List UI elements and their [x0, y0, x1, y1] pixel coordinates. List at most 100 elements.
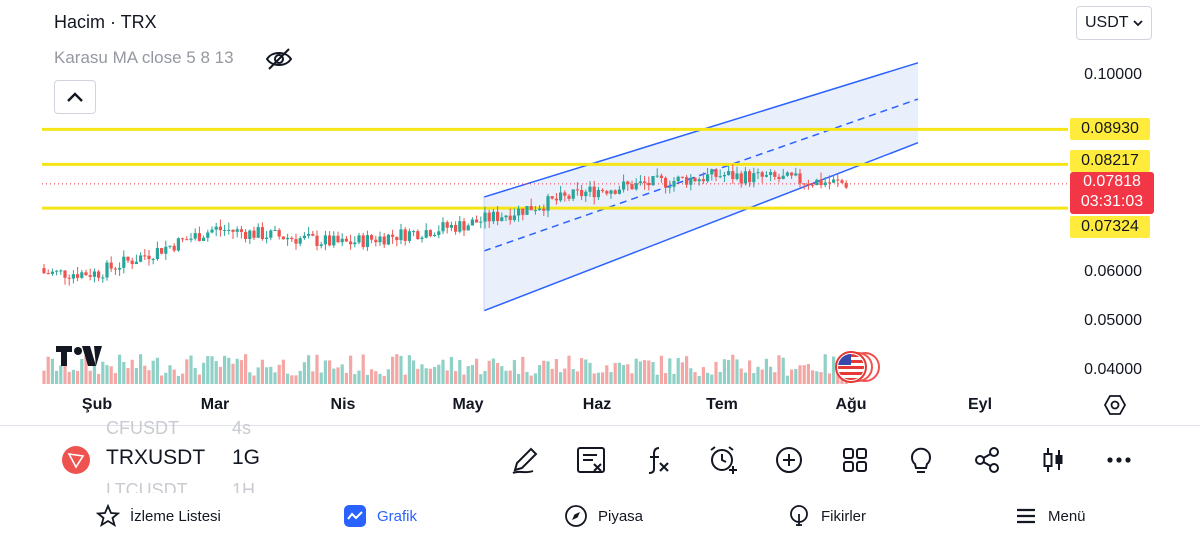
candle-body-20	[126, 256, 130, 261]
hexagon-settings-icon[interactable]	[1103, 393, 1127, 417]
volume-bar-66	[319, 372, 323, 384]
volume-bar-22	[134, 368, 138, 384]
volume-bar-179	[794, 369, 798, 384]
volume-bar-42	[218, 366, 222, 384]
volume-bar-70	[336, 367, 340, 384]
currency-select[interactable]: USDT	[1076, 6, 1152, 40]
timeframe-selector[interactable]: 1G	[232, 446, 261, 469]
alert-clock-icon[interactable]	[703, 440, 743, 480]
eye-off-icon[interactable]	[264, 46, 294, 72]
pen-icon[interactable]	[505, 440, 545, 480]
nav-chart-label: Grafik	[377, 507, 418, 525]
volume-bar-115	[525, 371, 529, 384]
volume-bar-186	[823, 354, 827, 384]
nav-ideas[interactable]: Fikirler	[787, 501, 866, 531]
volume-bar-117	[533, 373, 537, 384]
ideas-bulb-icon[interactable]	[901, 440, 941, 480]
volume-bar-112	[512, 360, 516, 384]
candle-body-186	[823, 182, 827, 186]
volume-bar-86	[403, 374, 407, 384]
volume-bar-40	[210, 356, 214, 384]
tron-logo-icon	[62, 446, 90, 474]
candle-body-102	[470, 219, 474, 226]
volume-bar-91	[424, 368, 428, 384]
nav-chart[interactable]: Grafik	[343, 501, 417, 531]
candle-body-143	[643, 181, 647, 183]
volume-bar-77	[365, 374, 369, 384]
volume-bar-30	[168, 365, 172, 384]
candle-body-185	[819, 179, 823, 186]
volume-bar-141	[634, 358, 638, 384]
prev-symbol: CFUSDT	[106, 418, 179, 438]
volume-bar-161	[718, 371, 722, 384]
candle-body-56	[277, 229, 281, 237]
indicators-fx-icon[interactable]	[637, 440, 677, 480]
volume-bar-150	[672, 373, 676, 384]
volume-bar-123	[559, 372, 563, 384]
volume-bar-133	[601, 372, 605, 384]
candle-body-2	[50, 271, 54, 274]
collapse-legend-button[interactable]	[54, 80, 96, 114]
candle-body-66	[319, 244, 323, 246]
volume-bar-152	[680, 362, 684, 384]
time-axis-label: Şub	[81, 396, 113, 413]
volume-bar-32	[176, 375, 180, 384]
candle-body-22	[134, 261, 138, 265]
volume-bar-100	[462, 374, 466, 384]
nav-menu[interactable]: Menü	[1014, 501, 1086, 531]
chart-area[interactable]: Hacim · TRX Karasu MA close 5 8 13 USDT …	[0, 0, 1200, 425]
candle-type-icon[interactable]	[1033, 440, 1073, 480]
volume-bar-7	[71, 369, 75, 384]
volume-bar-80	[378, 373, 382, 384]
candle-body-88	[412, 231, 416, 233]
nav-watchlist[interactable]: İzleme Listesi	[96, 501, 221, 531]
candle-body-58	[286, 237, 290, 240]
volume-bar-92	[428, 368, 432, 384]
indicator-label[interactable]: Karasu MA close 5 8 13	[54, 48, 234, 67]
candle-body-171	[760, 172, 764, 177]
volume-bar-111	[508, 370, 512, 384]
candle-body-60	[294, 239, 298, 244]
price-chart[interactable]	[0, 0, 1200, 425]
layouts-grid-icon[interactable]	[835, 440, 875, 480]
candle-body-141	[634, 183, 638, 190]
candle-body-122	[554, 198, 558, 201]
object-tree-icon[interactable]	[571, 440, 611, 480]
candle-body-14	[101, 277, 105, 279]
volume-bar-89	[416, 368, 420, 384]
candle-body-113	[517, 208, 521, 216]
candle-body-149	[668, 186, 672, 188]
candle-body-100	[462, 221, 466, 231]
symbol-name[interactable]: TRXUSDT	[106, 446, 206, 469]
candle-body-112	[512, 215, 516, 221]
candle-body-6	[67, 277, 71, 279]
lightbulb-icon	[790, 505, 808, 526]
add-icon[interactable]	[769, 440, 809, 480]
volume-bar-147	[659, 355, 663, 384]
channel-lower-line	[483, 141, 919, 312]
volume-bar-27	[155, 357, 159, 384]
candle-body-15	[105, 262, 109, 278]
candle-body-126	[571, 189, 575, 199]
volume-bar-96	[445, 370, 449, 384]
share-icon[interactable]	[967, 440, 1007, 480]
candle-body-161	[718, 176, 722, 178]
candle-body-130	[588, 186, 592, 192]
nav-market[interactable]: Piyasa	[564, 501, 643, 531]
candle-body-114	[521, 208, 525, 215]
candle-body-28	[160, 248, 164, 254]
candle-body-0	[42, 268, 46, 274]
volume-bar-101	[466, 366, 470, 384]
volume-bar-9	[80, 358, 84, 384]
volume-bar-124	[563, 368, 567, 384]
candle-body-18	[118, 267, 122, 270]
volume-bar-43	[223, 355, 227, 384]
horizontal-levels	[42, 127, 1068, 210]
volume-bar-135	[609, 372, 613, 384]
us-flag-icon[interactable]	[834, 350, 882, 384]
more-icon[interactable]	[1099, 440, 1139, 480]
volume-bar-144	[647, 360, 651, 384]
volume-bar-36	[193, 368, 197, 384]
candle-body-61	[298, 238, 302, 244]
candle-body-55	[273, 229, 277, 231]
